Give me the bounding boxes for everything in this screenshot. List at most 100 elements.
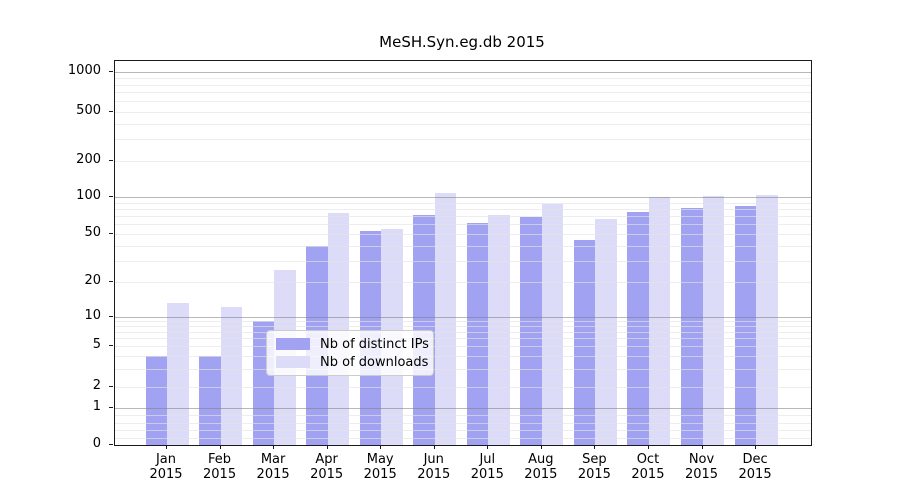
x-tick-month: Nov (688, 452, 715, 467)
y-tick-mark (109, 71, 113, 72)
legend-item-downloads: Nb of downloads (276, 354, 428, 370)
y-tick-label: 200 (76, 152, 101, 167)
x-tick-month: Dec (742, 452, 768, 467)
y-tick-mark (109, 233, 113, 234)
legend-label-downloads: Nb of downloads (320, 354, 429, 370)
gridline-minor (115, 78, 811, 79)
bar-downloads-oct (648, 197, 671, 445)
gridline-minor (115, 161, 811, 162)
bar-distinct-ips-oct (627, 212, 649, 445)
x-tick-month: May (366, 452, 394, 467)
x-tick-month: Feb (208, 452, 232, 467)
x-tick-year: 2015 (524, 467, 558, 482)
x-tick-label-jan: Jan 2015 (138, 452, 194, 482)
y-tick-label: 50 (84, 225, 101, 240)
x-tick-year: 2015 (631, 467, 665, 482)
x-tick-mark (326, 445, 328, 449)
y-tick-mark (109, 315, 113, 317)
x-tick-label-mar: Mar 2015 (245, 452, 301, 482)
y-tick-label: 1 (92, 399, 101, 414)
x-tick-year: 2015 (203, 467, 237, 482)
x-tick-mark (219, 445, 221, 449)
chart-title: MeSH.Syn.eg.db 2015 (379, 33, 545, 51)
gridline-minor (115, 111, 811, 113)
x-tick-month: Jan (155, 452, 177, 467)
gridline-minor (115, 84, 811, 86)
y-tick-label: 0 (92, 436, 101, 451)
legend-label-distinct-ips: Nb of distinct IPs (320, 336, 429, 352)
x-tick-year: 2015 (470, 467, 504, 482)
y-tick-mark (109, 110, 113, 112)
y-tick-mark (109, 345, 113, 346)
bar-distinct-ips-jan (145, 355, 167, 445)
x-tick-month: Aug (528, 452, 554, 467)
x-tick-label-dec: Dec 2015 (727, 452, 783, 482)
gridline-minor (115, 139, 811, 141)
bar-downloads-sep (595, 219, 617, 445)
gridline-major (115, 72, 811, 73)
y-tick-mark (109, 196, 113, 197)
x-tick-year: 2015 (256, 467, 290, 482)
x-tick-label-apr: Apr 2015 (299, 452, 355, 482)
x-tick-mark (540, 445, 542, 449)
bar-distinct-ips-nov (681, 208, 703, 445)
x-tick-mark (701, 445, 703, 449)
gridline-minor (115, 101, 811, 103)
y-tick-label: 5 (92, 337, 101, 352)
y-tick-label: 500 (76, 102, 101, 118)
x-tick-mark (755, 445, 757, 449)
gridline-minor (115, 92, 811, 94)
x-tick-mark (166, 445, 167, 449)
x-tick-label-sep: Sep 2015 (566, 452, 622, 482)
y-tick-label: 10 (84, 307, 101, 323)
x-tick-mark (433, 445, 435, 449)
y-tick-label: 20 (84, 273, 101, 288)
y-tick-mark (109, 281, 113, 282)
y-tick-label: 1000 (67, 63, 101, 78)
x-tick-month: Jul (479, 452, 496, 467)
x-tick-year: 2015 (363, 467, 397, 482)
bar-distinct-ips-aug (520, 216, 542, 445)
x-tick-year: 2015 (684, 467, 719, 482)
bar-downloads-nov (702, 196, 724, 445)
x-tick-mark (647, 445, 649, 449)
x-tick-month: Jun (423, 452, 444, 467)
x-tick-month: Sep (582, 452, 607, 467)
x-tick-year: 2015 (310, 467, 344, 482)
gridline-minor (115, 123, 811, 125)
x-tick-month: Mar (260, 452, 286, 467)
bar-distinct-ips-dec (734, 205, 757, 445)
legend-swatch-downloads (276, 356, 310, 368)
x-tick-year: 2015 (417, 467, 451, 482)
x-tick-mark (487, 445, 489, 449)
y-tick-mark (109, 407, 113, 408)
bar-distinct-ips-feb (199, 355, 221, 445)
x-tick-label-oct: Oct 2015 (620, 452, 676, 482)
x-tick-year: 2015 (149, 467, 183, 482)
x-tick-month: Apr (315, 452, 338, 467)
legend: Nb of distinct IPs Nb of downloads (266, 330, 434, 376)
x-tick-mark (594, 445, 596, 449)
legend-swatch-distinct-ips (276, 338, 310, 350)
bar-downloads-jul (488, 214, 510, 445)
y-tick-mark (109, 444, 113, 445)
y-tick-mark (109, 160, 113, 161)
bar-downloads-jun (434, 193, 457, 445)
x-tick-year: 2015 (577, 467, 611, 482)
x-tick-mark (380, 445, 382, 449)
x-tick-label-aug: Aug 2015 (513, 452, 569, 482)
x-tick-label-may: May 2015 (352, 452, 408, 482)
bar-downloads-feb (220, 307, 243, 445)
x-tick-label-jul: Jul 2015 (459, 452, 515, 482)
y-tick-mark (109, 386, 113, 387)
bar-distinct-ips-jul (466, 222, 489, 445)
bar-downloads-dec (756, 195, 778, 445)
bar-downloads-jan (167, 303, 189, 445)
x-tick-mark (273, 445, 275, 449)
y-tick-label: 2 (92, 378, 101, 393)
legend-item-distinct-ips: Nb of distinct IPs (276, 336, 429, 352)
x-tick-label-jun: Jun 2015 (406, 452, 462, 482)
x-tick-label-nov: Nov 2015 (674, 452, 730, 482)
x-tick-year: 2015 (738, 467, 772, 482)
